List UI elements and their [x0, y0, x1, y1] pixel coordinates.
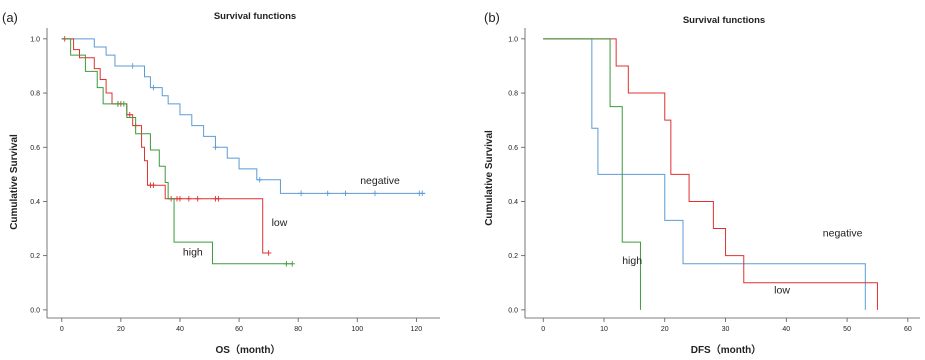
panel-b: (b) Survival functions Cumulative Surviv…: [484, 10, 920, 356]
panel-b-ylabel: Cumulative Survival: [484, 130, 495, 226]
series-low-censor-mark: [265, 250, 272, 256]
y-tick-label: 0.2: [508, 253, 518, 260]
x-tick-label: 40: [782, 326, 790, 333]
x-tick-label: 60: [235, 326, 243, 333]
panel-a: (a) Survival functions Cumulative Surviv…: [2, 10, 440, 356]
series-low-censor-mark: [215, 195, 222, 202]
series-negative-censor-mark: [372, 190, 378, 197]
y-tick-label: 1.0: [508, 36, 518, 43]
y-tick-label: 0.0: [30, 307, 40, 314]
series-label-high: high: [622, 255, 642, 267]
x-tick-label: 80: [294, 326, 302, 333]
y-tick-label: 0.4: [508, 199, 518, 206]
panel-a-ylabel: Cumulative Survival: [9, 134, 20, 230]
series-high-line: [61, 38, 293, 265]
x-tick-label: 120: [411, 326, 423, 333]
panel-b-plot: 0 10 20 30 40 50 60 0.0 0.2 0.4 0.6 0.8 1.0 negative l…: [508, 28, 920, 333]
x-tick-label: 30: [722, 326, 730, 333]
panel-b-xlabel: DFS（month）: [691, 343, 762, 356]
series-negative-line: [61, 38, 426, 194]
panel-a-xlabel: OS（month）: [216, 343, 281, 356]
y-tick-label: 0.0: [508, 307, 518, 314]
y-tick-label: 0.4: [30, 199, 40, 206]
series-negative-censor-mark: [298, 190, 304, 197]
x-tick-label: 100: [351, 326, 363, 333]
y-tick-label: 0.6: [30, 145, 40, 152]
series-negative-censor-mark: [129, 63, 136, 69]
panel-b-title: Survival functions: [683, 15, 765, 26]
x-tick-label: 40: [176, 326, 184, 333]
series-low-censor-mark: [194, 195, 201, 202]
panel-a-plot: 0 20 40 60 80 100 120 0.0 0.2 0.4 0.6 0.8 1.0 negativ…: [30, 28, 440, 333]
panel-a-title: Survival functions: [214, 11, 296, 22]
x-tick-label: 20: [661, 326, 669, 333]
series-low-censor-mark: [177, 195, 183, 202]
y-tick-label: 0.6: [508, 145, 518, 152]
y-tick-label: 0.2: [30, 253, 40, 260]
x-tick-label: 20: [117, 326, 125, 333]
series-high-censor-mark: [289, 260, 296, 267]
x-tick-label: 50: [843, 326, 851, 333]
y-tick-label: 1.0: [30, 36, 40, 43]
series-negative-censor-mark: [324, 190, 331, 197]
series-negative-censor-mark: [212, 144, 219, 151]
x-tick-label: 0: [541, 326, 545, 333]
series-high-censor-mark: [115, 101, 121, 107]
series-label-negative: negative: [360, 175, 400, 187]
series-low-censor-mark: [186, 195, 192, 202]
panel-b-tag: (b): [484, 10, 500, 25]
series-label-negative: negative: [823, 228, 863, 240]
series-high-censor-mark: [121, 101, 127, 107]
series-negative-censor-mark: [256, 176, 263, 183]
series-low-censor-mark: [126, 111, 133, 118]
series-negative-censor-mark: [419, 190, 426, 197]
series-label-low: low: [774, 285, 790, 297]
series-high-line: [543, 38, 641, 310]
series-negative-line: [543, 38, 866, 310]
series-high-censor-mark: [283, 260, 290, 267]
y-tick-label: 0.8: [508, 91, 518, 98]
series-low-censor-mark: [150, 182, 157, 188]
series-label-low: low: [272, 217, 288, 229]
y-tick-label: 0.8: [30, 91, 40, 98]
panel-a-tag: (a): [2, 10, 18, 25]
series-label-high: high: [183, 247, 203, 259]
series-negative-censor-mark: [342, 190, 349, 197]
x-tick-label: 60: [904, 326, 912, 333]
series-negative-censor-mark: [150, 84, 157, 91]
series-low-line: [543, 38, 878, 310]
x-tick-label: 0: [60, 326, 64, 333]
x-tick-label: 10: [600, 326, 608, 333]
